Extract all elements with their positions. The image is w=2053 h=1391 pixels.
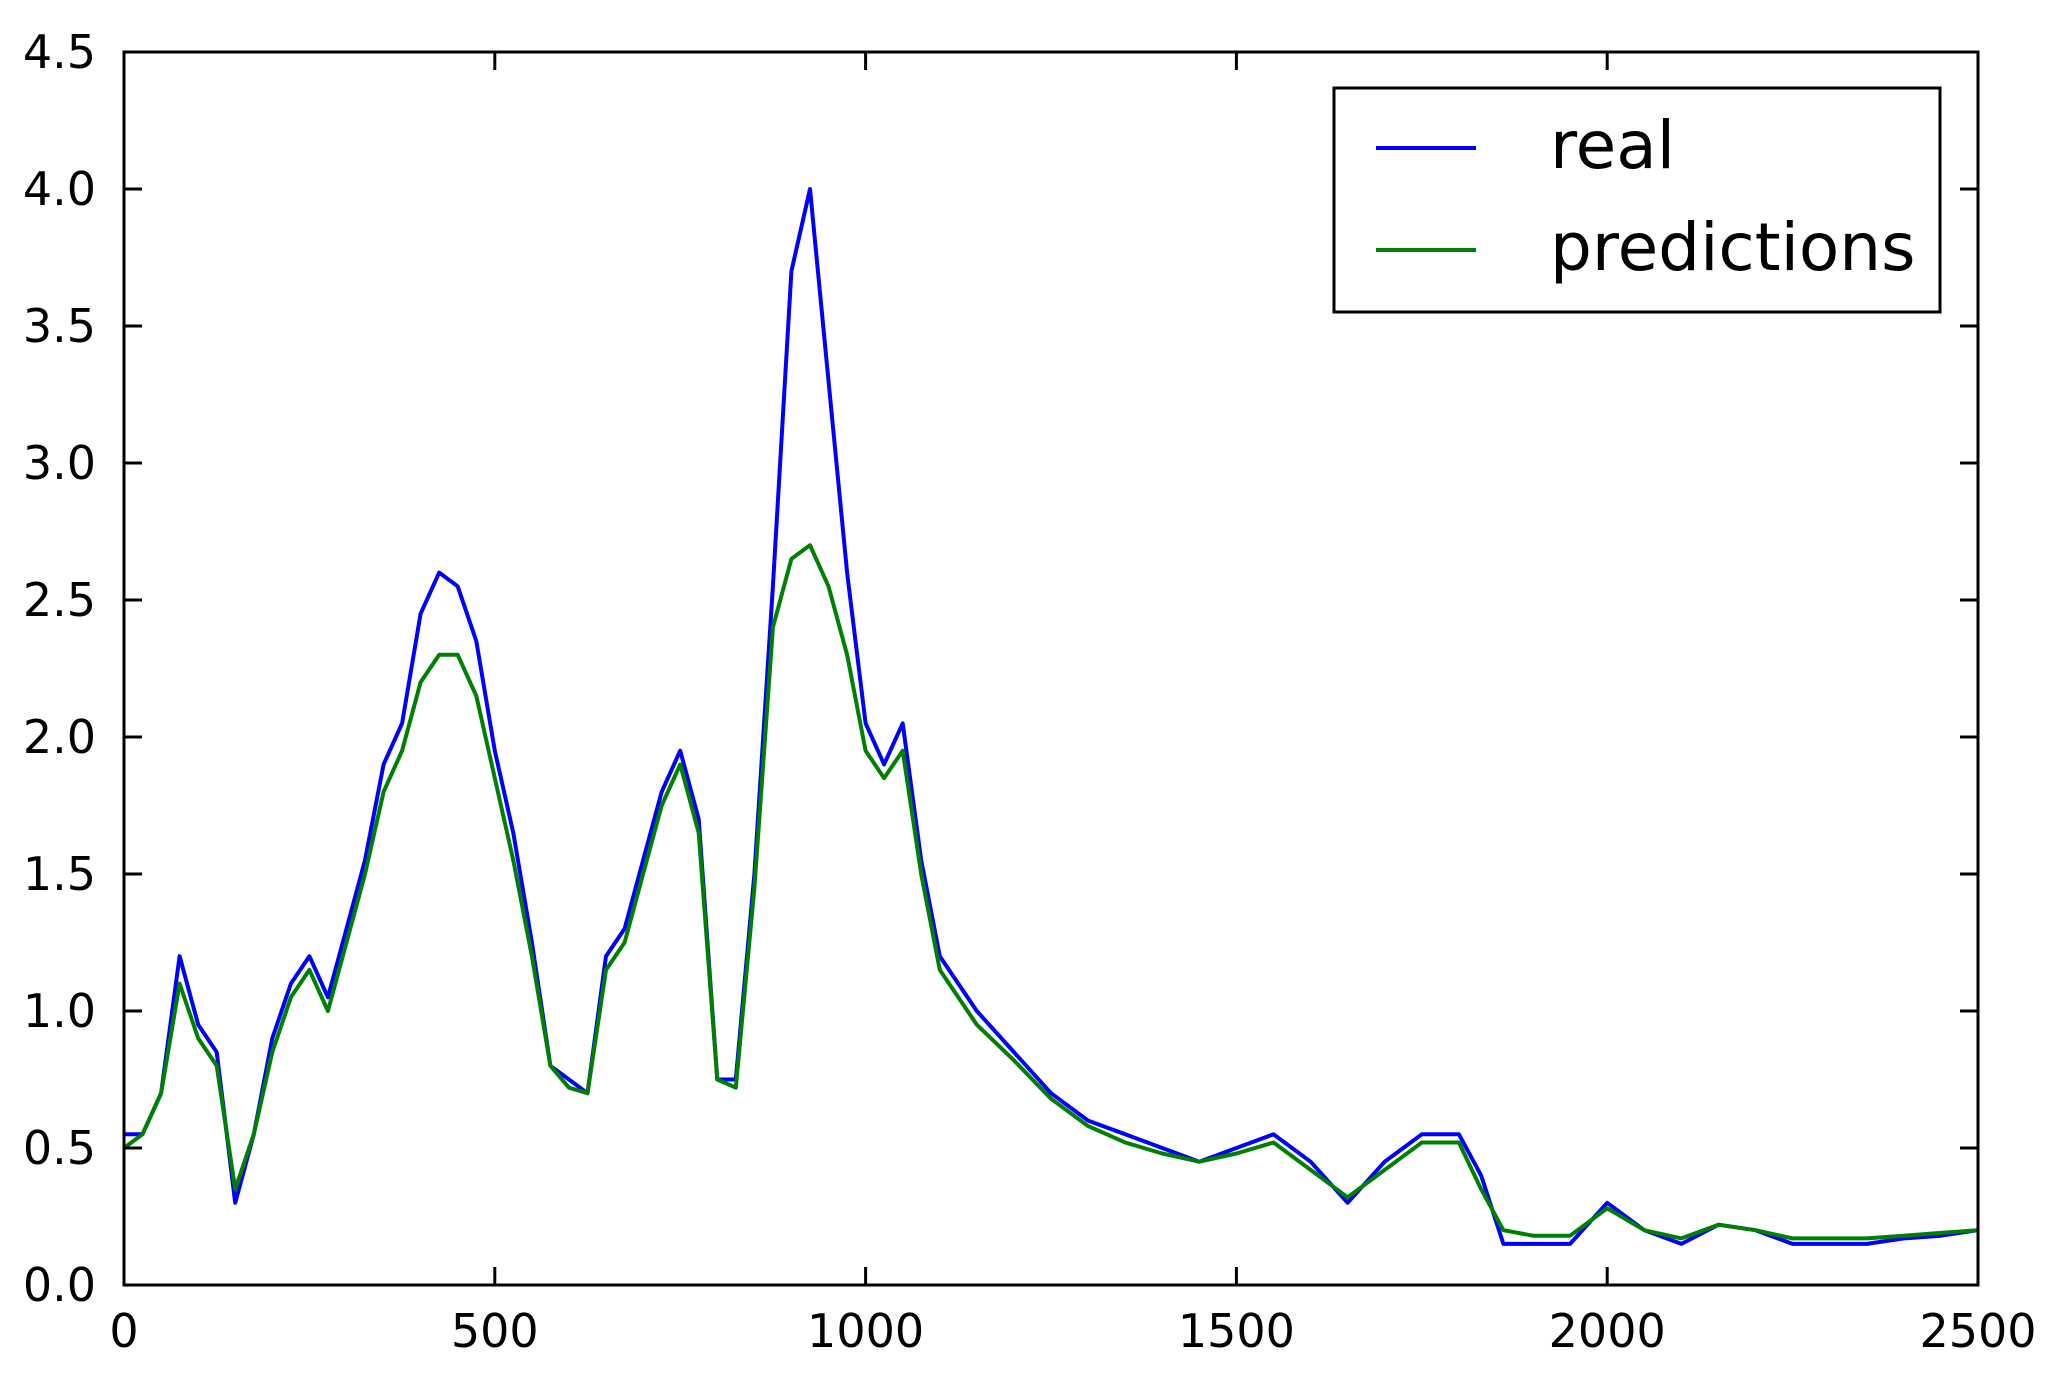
x-tick-label: 500 bbox=[451, 1304, 539, 1358]
y-tick-label: 4.5 bbox=[23, 25, 96, 79]
y-axis: 0.0 0.5 1.0 1.5 2.0 2.5 3.0 3.5 4.0 4.5 bbox=[23, 25, 1978, 1312]
legend-label-predictions: predictions bbox=[1550, 209, 1916, 286]
y-tick-label: 1.0 bbox=[23, 984, 96, 1038]
x-tick-label: 0 bbox=[109, 1304, 138, 1358]
plot-frame bbox=[122, 50, 1980, 1287]
x-axis: 0 500 1000 1500 2000 2500 bbox=[109, 52, 2037, 1358]
legend: real predictions bbox=[1332, 86, 1942, 314]
y-tick-label: 2.0 bbox=[23, 710, 96, 764]
y-tick-label: 4.0 bbox=[23, 162, 96, 216]
series-line-real bbox=[124, 187, 1979, 1246]
series-layer bbox=[122, 187, 1979, 1246]
x-tick-label: 2000 bbox=[1549, 1304, 1666, 1358]
x-tick-label: 2500 bbox=[1919, 1304, 2036, 1358]
y-tick-label: 3.5 bbox=[23, 299, 96, 353]
legend-box bbox=[1332, 86, 1942, 314]
series-line-predictions bbox=[122, 543, 1979, 1241]
y-tick-label: 1.5 bbox=[23, 847, 96, 901]
legend-label-real: real bbox=[1550, 107, 1675, 184]
x-tick-label: 1500 bbox=[1178, 1304, 1295, 1358]
y-tick-label: 0.0 bbox=[23, 1258, 96, 1312]
y-tick-label: 3.0 bbox=[23, 436, 96, 490]
x-tick-label: 1000 bbox=[807, 1304, 924, 1358]
y-tick-label: 0.5 bbox=[23, 1121, 96, 1175]
y-tick-label: 2.5 bbox=[23, 573, 96, 627]
